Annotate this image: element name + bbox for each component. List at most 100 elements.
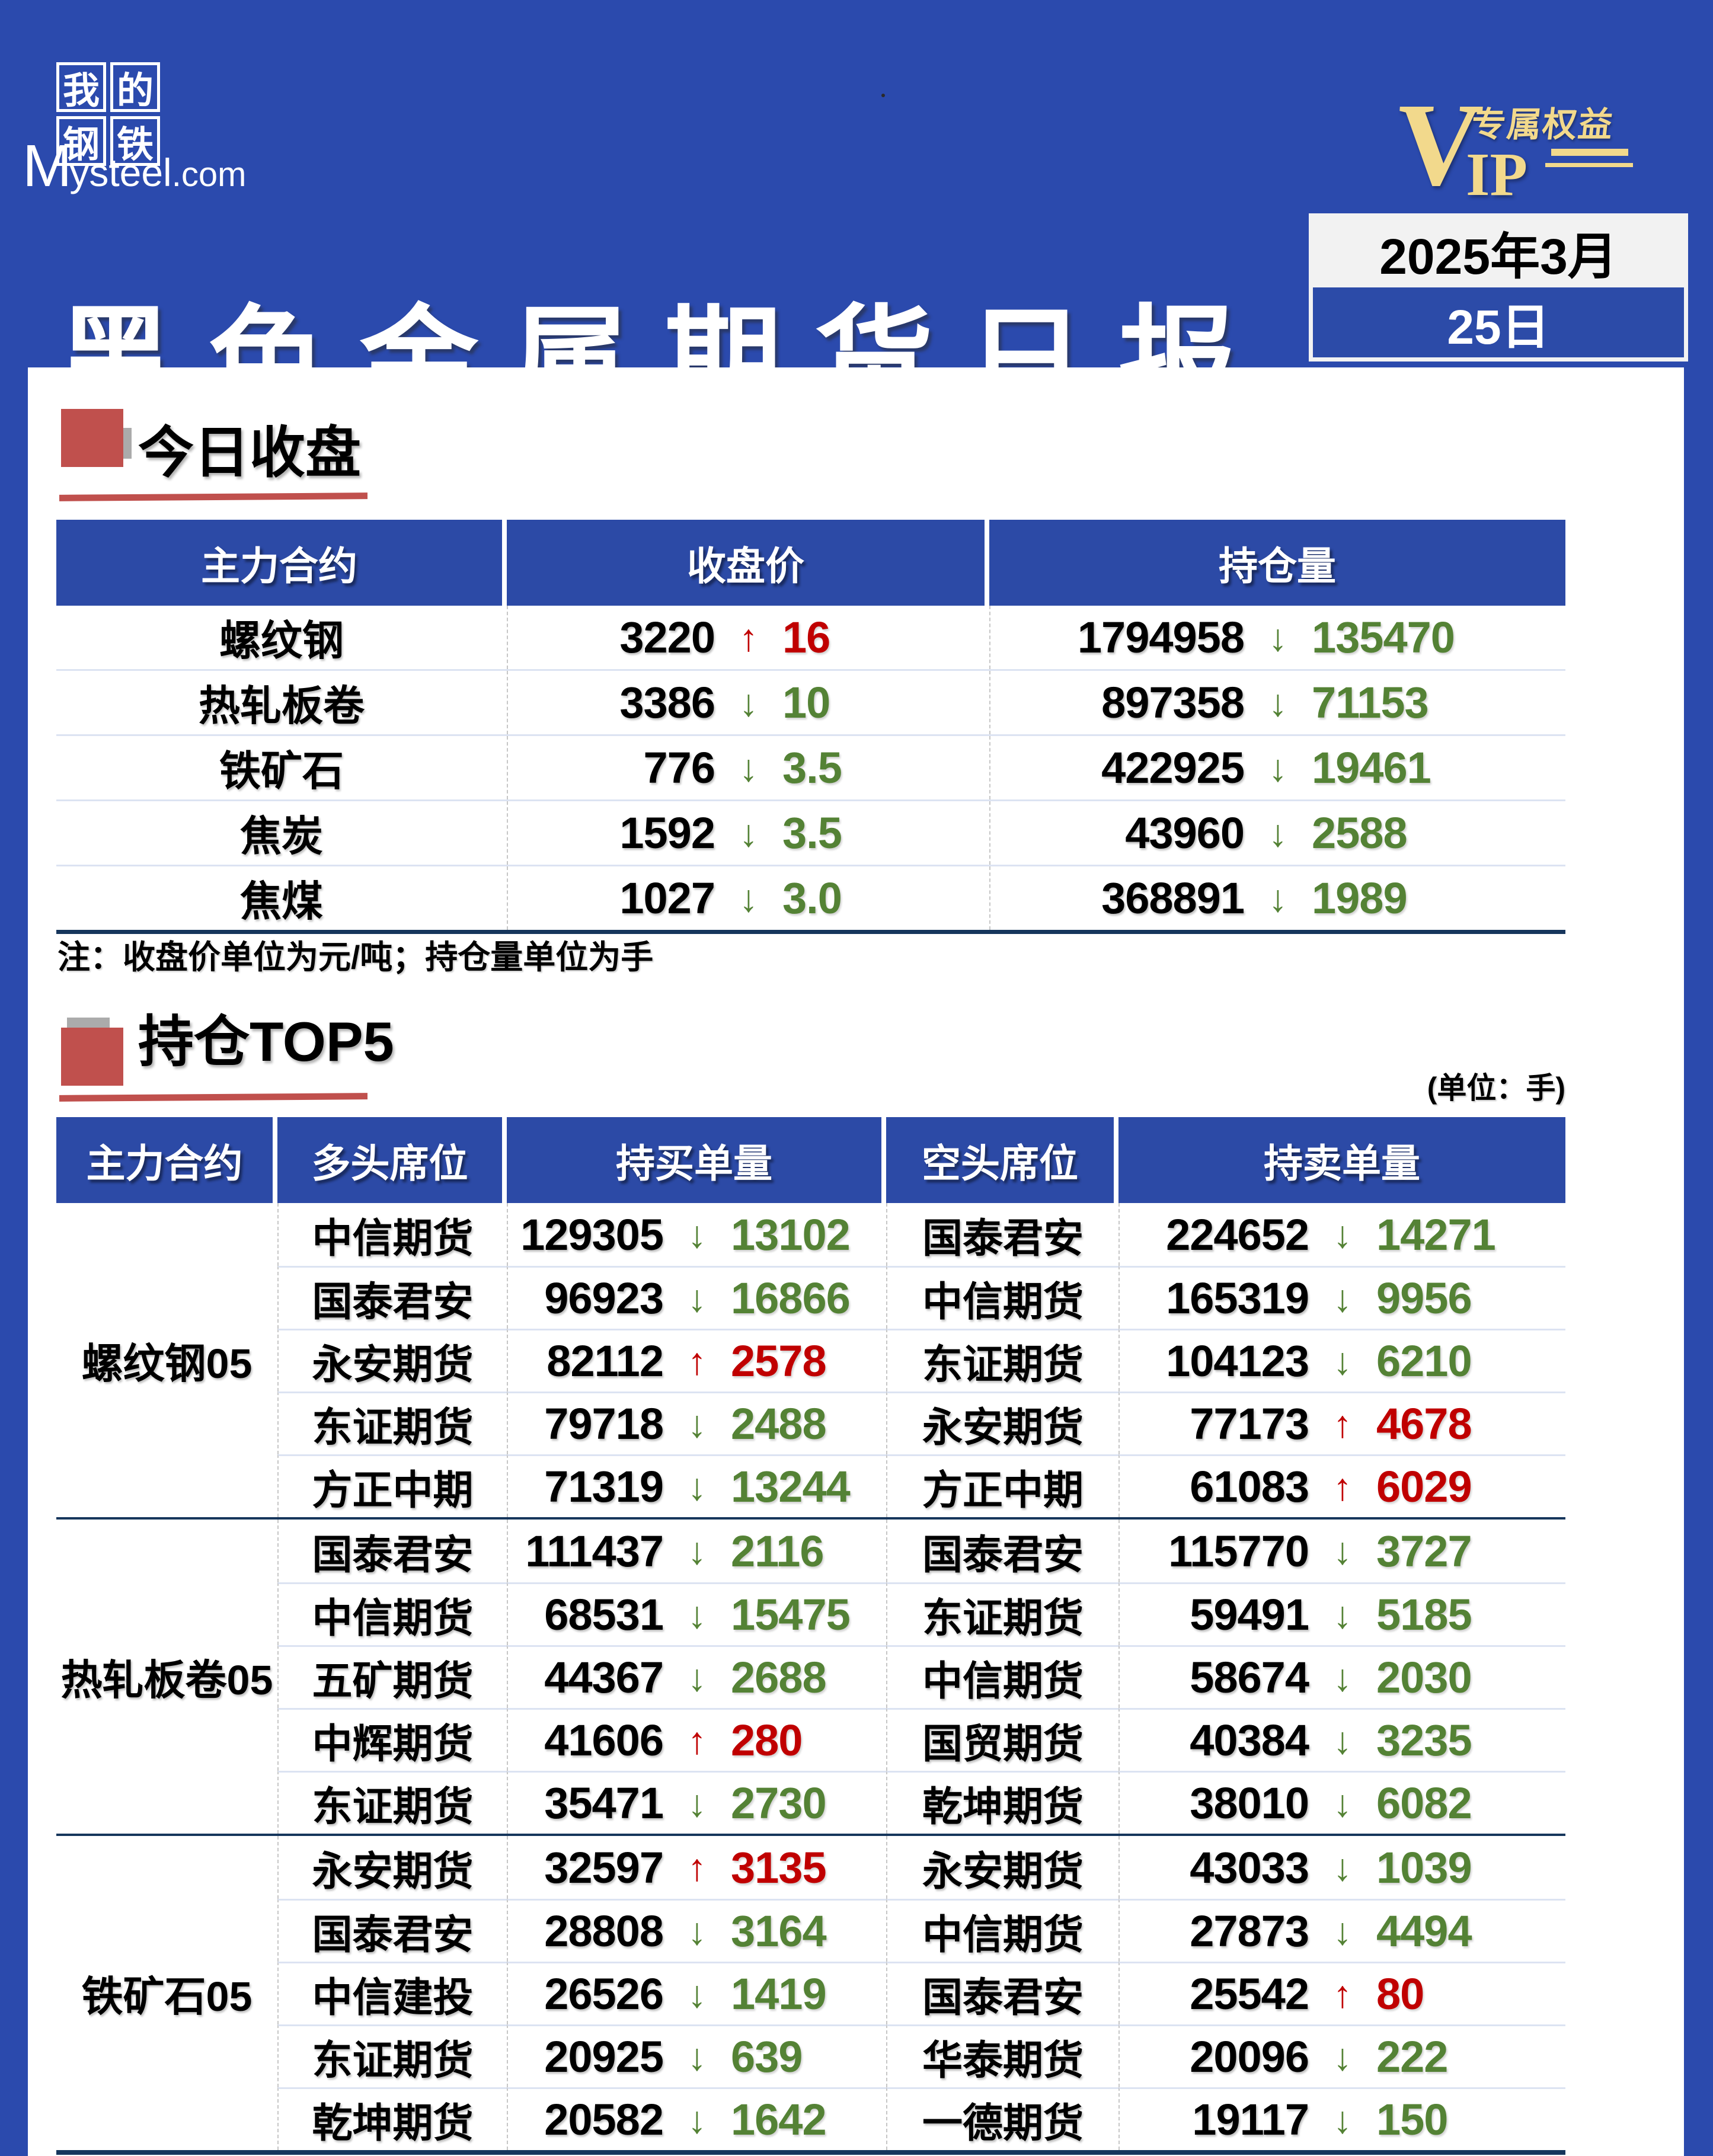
open-interest-change-value: 135470 [1312, 613, 1455, 662]
logo-dotcom: .com [171, 155, 247, 194]
buy-direction-arrow-icon: ↓ [688, 2098, 707, 2141]
sell-change-value: 222 [1376, 2032, 1448, 2081]
long-seat-name: 中信建投 [277, 1962, 507, 2024]
open-interest-direction-arrow-icon: ↓ [1268, 811, 1287, 855]
logo-ysteel: ysteel [69, 151, 172, 194]
sell-direction-arrow-icon: ↓ [1333, 1277, 1352, 1320]
top5-unit-note: (单位：手) [1427, 1071, 1565, 1105]
sell-direction-arrow-icon: ↓ [1333, 1781, 1352, 1825]
long-seat-name: 永安期货 [277, 1329, 507, 1392]
long-seat-name: 永安期货 [277, 1836, 507, 1899]
buy-change-value: 15475 [731, 1590, 851, 1639]
close-table-row: 热轧板卷 3386 ↓ 10 897358 ↓ 71153 [56, 669, 1565, 734]
price-direction-arrow-icon: ↓ [739, 746, 758, 789]
sell-volume-value: 43033 [1190, 1842, 1309, 1892]
close-table-header: 主力合约 收盘价 持仓量 [56, 520, 1565, 606]
long-seat-name: 中辉期货 [277, 1708, 507, 1771]
sell-volume-cell: 27873 ↓ 4494 [1118, 1899, 1565, 1962]
short-seat-name: 中信期货 [886, 1645, 1118, 1708]
buy-volume-value: 35471 [544, 1778, 664, 1828]
section-close-accent-square [61, 409, 132, 467]
price-direction-arrow-icon: ↓ [739, 811, 758, 855]
sell-volume-value: 58674 [1190, 1653, 1309, 1702]
buy-change-value: 13244 [731, 1462, 851, 1511]
sell-volume-cell: 58674 ↓ 2030 [1118, 1645, 1565, 1708]
sell-change-value: 14271 [1376, 1210, 1496, 1259]
mysteel-domain-text: Mysteel.com [23, 132, 246, 200]
buy-volume-value: 28808 [544, 1907, 664, 1956]
buy-volume-cell: 79718 ↓ 2488 [507, 1392, 886, 1454]
sell-volume-cell: 115770 ↓ 3727 [1118, 1520, 1565, 1582]
close-price-cell: 776 ↓ 3.5 [507, 736, 989, 799]
sell-volume-value: 20096 [1190, 2032, 1309, 2081]
open-interest-direction-arrow-icon: ↓ [1268, 877, 1287, 920]
buy-change-value: 3135 [731, 1842, 827, 1892]
buy-volume-cell: 71319 ↓ 13244 [507, 1454, 886, 1517]
section-top5-title: 持仓TOP5 [138, 1010, 394, 1073]
buy-volume-cell: 68531 ↓ 15475 [507, 1582, 886, 1645]
contract-name: 螺纹钢 [219, 618, 344, 664]
buy-direction-arrow-icon: ↓ [688, 1402, 707, 1445]
top5-table-body: 螺纹钢05 中信期货 129305 ↓ 13102 国泰君安 224652 ↓ … [56, 1203, 1565, 2150]
logo-m: M [23, 133, 72, 199]
group-contract-label: 热轧板卷05 [60, 1656, 273, 1703]
logo-char: 的 [110, 62, 160, 112]
sell-change-value: 3235 [1376, 1716, 1472, 1765]
close-price-cell: 3220 ↑ 16 [507, 606, 989, 669]
buy-volume-cell: 26526 ↓ 1419 [507, 1962, 886, 2024]
sell-volume-cell: 59491 ↓ 5185 [1118, 1582, 1565, 1645]
sell-change-value: 4678 [1376, 1399, 1472, 1448]
vip-decor-line [1545, 163, 1633, 167]
long-seat-name: 国泰君安 [277, 1266, 507, 1329]
sell-volume-value: 61083 [1190, 1462, 1309, 1511]
open-interest-change-value: 2588 [1312, 808, 1408, 858]
sell-change-value: 1039 [1376, 1842, 1472, 1892]
buy-change-value: 639 [731, 2032, 803, 2081]
close-col-contract: 主力合约 [56, 520, 507, 606]
mysteel-logo-grid-icon: 我 的 钢 铁 [56, 62, 160, 166]
top5-contract-group: 铁矿石05 永安期货 32597 ↑ 3135 永安期货 43033 ↓ 103… [56, 1834, 1565, 2150]
sell-direction-arrow-icon: ↓ [1333, 1846, 1352, 1889]
price-change-value: 16 [782, 613, 830, 662]
buy-change-value: 280 [731, 1716, 803, 1765]
close-price-cell: 1027 ↓ 3.0 [507, 866, 989, 930]
top5-contract-group: 螺纹钢05 中信期货 129305 ↓ 13102 国泰君安 224652 ↓ … [56, 1203, 1565, 1517]
sell-change-value: 5185 [1376, 1590, 1472, 1639]
sell-volume-cell: 104123 ↓ 6210 [1118, 1329, 1565, 1392]
buy-change-value: 2488 [731, 1399, 827, 1448]
buy-direction-arrow-icon: ↓ [688, 1972, 707, 2016]
buy-change-value: 1642 [731, 2095, 827, 2144]
buy-change-value: 2688 [731, 1653, 827, 1702]
close-table-row: 焦煤 1027 ↓ 3.0 368891 ↓ 1989 [56, 865, 1565, 930]
sell-change-value: 3727 [1376, 1526, 1472, 1576]
sell-direction-arrow-icon: ↓ [1333, 2035, 1352, 2078]
close-table-row: 铁矿石 776 ↓ 3.5 422925 ↓ 19461 [56, 734, 1565, 799]
buy-direction-arrow-icon: ↑ [688, 1719, 707, 1762]
short-seat-name: 国泰君安 [886, 1520, 1118, 1582]
close-price-value: 3386 [619, 678, 715, 727]
top5-col-sell-volume: 持卖单量 [1118, 1117, 1565, 1203]
price-direction-arrow-icon: ↓ [739, 681, 758, 724]
sell-volume-cell: 43033 ↓ 1039 [1118, 1836, 1565, 1899]
top5-contract-group: 热轧板卷05 国泰君安 111437 ↓ 2116 国泰君安 115770 ↓ … [56, 1517, 1565, 1834]
buy-change-value: 13102 [731, 1210, 851, 1259]
top5-col-contract: 主力合约 [56, 1117, 277, 1203]
buy-direction-arrow-icon: ↓ [688, 1213, 707, 1256]
buy-volume-value: 20925 [544, 2032, 664, 2081]
accent-square-shadow [123, 428, 132, 459]
buy-volume-value: 26526 [544, 1969, 664, 2019]
buy-volume-cell: 96923 ↓ 16866 [507, 1266, 886, 1329]
buy-volume-cell: 44367 ↓ 2688 [507, 1645, 886, 1708]
long-seat-name: 国泰君安 [277, 1899, 507, 1962]
sell-direction-arrow-icon: ↓ [1333, 1593, 1352, 1636]
long-seat-name: 乾坤期货 [277, 2087, 507, 2150]
buy-change-value: 16866 [731, 1274, 851, 1323]
buy-volume-cell: 28808 ↓ 3164 [507, 1899, 886, 1962]
short-seat-name: 永安期货 [886, 1392, 1118, 1454]
open-interest-change-value: 71153 [1312, 678, 1429, 727]
sell-direction-arrow-icon: ↓ [1333, 1719, 1352, 1762]
group-contract-label: 铁矿石05 [81, 1973, 253, 2020]
sell-volume-value: 59491 [1190, 1590, 1309, 1639]
top5-table: 主力合约 多头席位 持买单量 空头席位 持卖单量 螺纹钢05 中信期货 1293… [56, 1117, 1565, 2155]
long-seat-name: 五矿期货 [277, 1645, 507, 1708]
